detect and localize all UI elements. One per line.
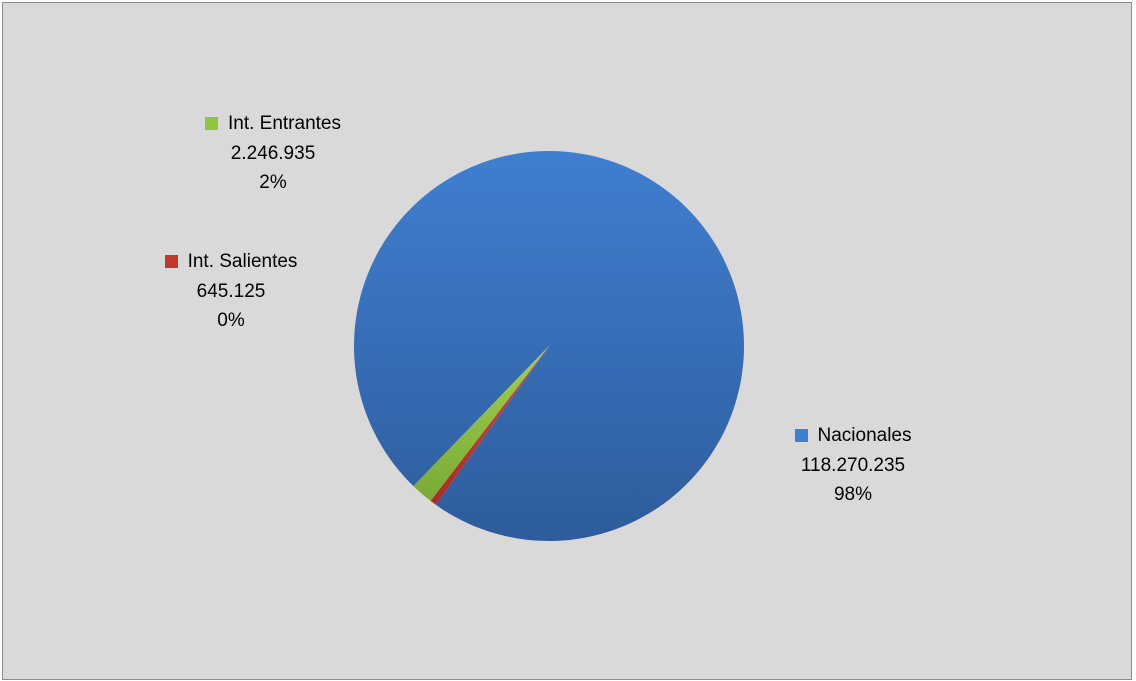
label-value-int-entrantes: 2.246.935 xyxy=(230,143,316,164)
pie-chart xyxy=(353,150,744,541)
label-name-int-entrantes: Int. Entrantes xyxy=(227,113,341,134)
pie-slice-nacionales xyxy=(353,150,744,541)
pie-slice-int-salientes xyxy=(430,346,549,505)
label-value-int-salientes: 645.125 xyxy=(196,281,266,302)
slice-label-int-entrantes: Int. Entrantes 2.246.935 2% xyxy=(163,109,383,197)
label-name-nacionales: Nacionales xyxy=(817,425,912,446)
slice-label-nacionales: Nacionales 118.270.235 98% xyxy=(743,421,963,509)
label-percent-nacionales: 98% xyxy=(833,484,873,505)
slice-label-int-salientes: Int. Salientes 645.125 0% xyxy=(121,247,341,335)
label-percent-int-salientes: 0% xyxy=(217,310,245,331)
pie-slice-int-entrantes xyxy=(413,346,549,501)
label-value-nacionales: 118.270.235 xyxy=(800,455,906,476)
legend-key-nacionales xyxy=(794,429,808,442)
legend-key-int-salientes xyxy=(164,255,178,268)
label-name-int-salientes: Int. Salientes xyxy=(187,251,298,272)
legend-key-int-entrantes xyxy=(204,117,218,130)
label-percent-int-entrantes: 2% xyxy=(259,172,287,193)
